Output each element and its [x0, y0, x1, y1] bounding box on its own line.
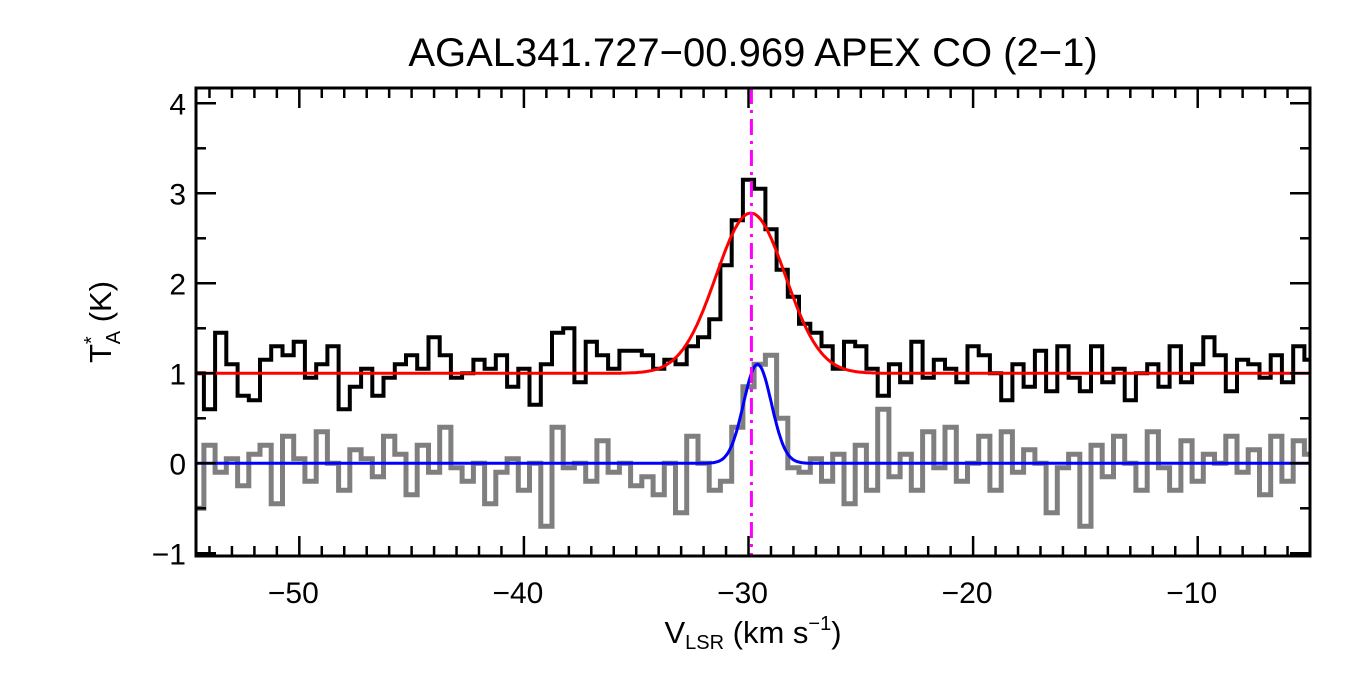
x-tick-label: −10: [1166, 577, 1217, 610]
y-tick-label: 3: [169, 178, 186, 211]
x-tick-label: −50: [268, 577, 319, 610]
y-tick-label: 2: [169, 268, 186, 301]
red-gaussian-fit: [196, 211, 1310, 375]
y-tick-label: 0: [169, 448, 186, 481]
x-tick-label: −30: [717, 577, 768, 610]
y-tick-label: −1: [152, 538, 186, 571]
second-spectrum-line: [196, 352, 1310, 529]
x-tick-label: −40: [492, 577, 543, 610]
x-tick-label: −20: [942, 577, 993, 610]
y-axis-label: T*A (K): [81, 281, 125, 363]
plot-frame: [194, 86, 1312, 558]
axis-ticks: [196, 88, 1312, 556]
chart-title: AGAL341.727−00.969 APEX CO (2−1): [408, 31, 1097, 75]
y-tick-label: 1: [169, 358, 186, 391]
y-tick-label: 4: [169, 88, 186, 121]
x-axis-label: VLSR (km s−1): [664, 613, 841, 654]
co-spectrum-line: [196, 177, 1310, 412]
blue-gaussian-fit: [196, 362, 1310, 465]
plot-area: [196, 88, 1310, 556]
